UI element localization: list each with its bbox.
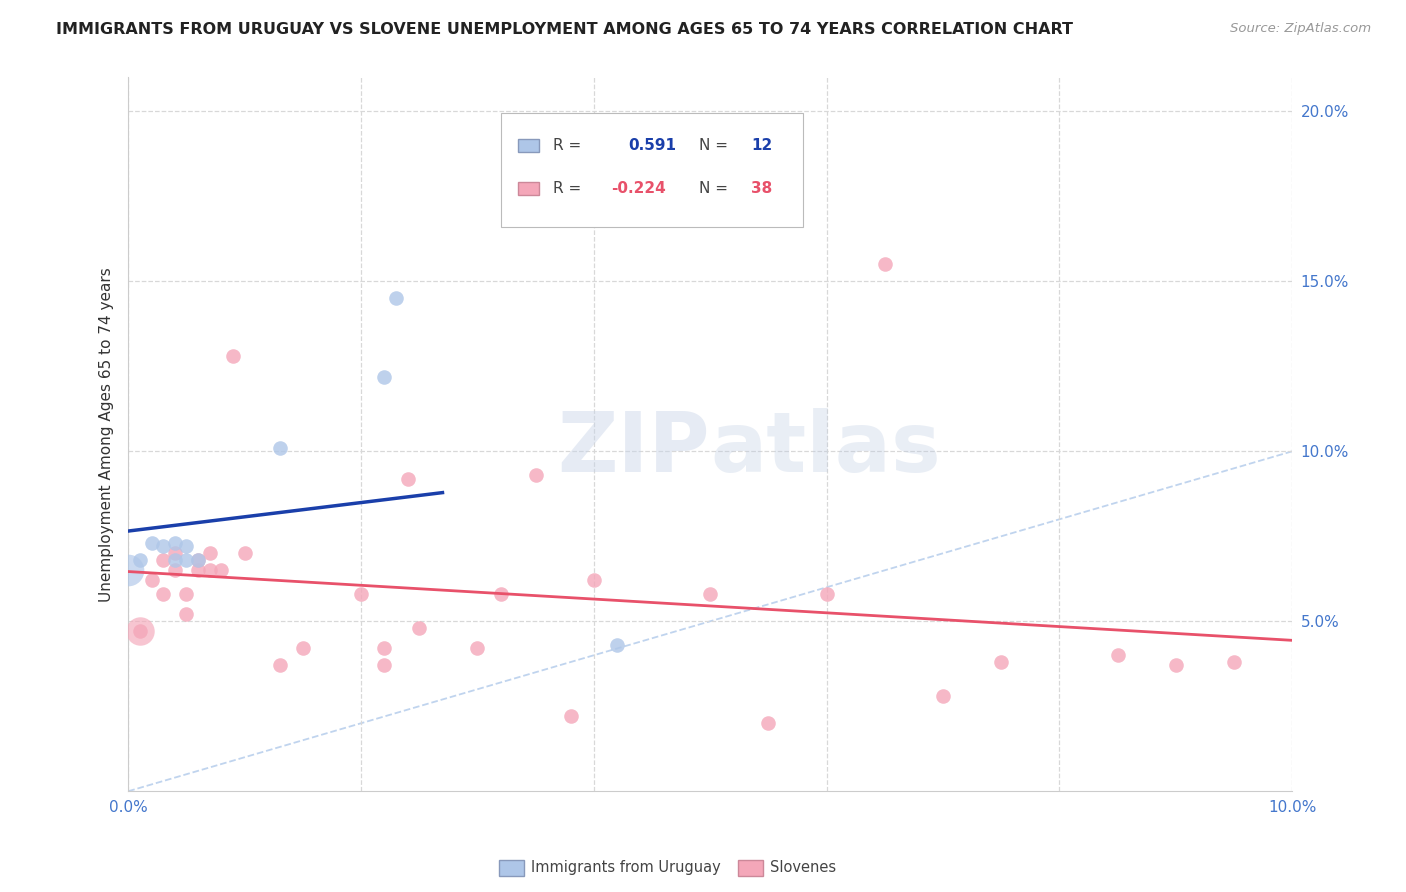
Point [128,553,150,567]
Point [373,658,395,673]
Point [198,546,221,560]
Point [163,536,186,550]
Text: R =: R = [553,180,586,195]
Text: N =: N = [699,137,733,153]
Point [176,587,198,601]
Point [163,546,186,560]
Text: atlas: atlas [710,409,941,489]
Point [756,716,779,731]
Point [560,709,582,723]
Point [163,563,186,577]
Point [408,621,430,635]
Point [932,689,955,703]
Point [141,536,163,550]
FancyBboxPatch shape [501,113,803,227]
Point [396,471,419,485]
Text: N =: N = [699,180,733,195]
Text: ZIP: ZIP [558,409,710,489]
Point [128,624,150,639]
Point [117,563,139,577]
Point [873,257,896,271]
Text: Source: ZipAtlas.com: Source: ZipAtlas.com [1230,22,1371,36]
FancyBboxPatch shape [519,139,538,152]
Point [187,553,209,567]
FancyBboxPatch shape [519,182,538,194]
Point [1107,648,1129,663]
Point [187,563,209,577]
Text: 38: 38 [751,180,772,195]
Point [524,468,547,483]
Point [176,553,198,567]
Point [152,540,174,554]
Point [699,587,721,601]
Point [152,587,174,601]
Point [990,655,1012,669]
Point [489,587,512,601]
Point [606,638,628,652]
Point [1164,658,1187,673]
Text: Immigrants from Uruguay: Immigrants from Uruguay [531,861,721,875]
Text: -0.224: -0.224 [612,180,666,195]
Text: 0.591: 0.591 [628,137,676,153]
Point [176,607,198,622]
Point [291,641,314,656]
Point [815,587,838,601]
Point [222,349,245,363]
Point [128,624,150,639]
Point [176,540,198,554]
Point [233,546,256,560]
Text: 12: 12 [751,137,772,153]
Point [385,291,408,305]
Text: Slovenes: Slovenes [770,861,837,875]
Point [209,563,232,577]
Point [373,369,395,384]
Point [152,553,174,567]
Y-axis label: Unemployment Among Ages 65 to 74 years: Unemployment Among Ages 65 to 74 years [100,267,114,602]
Point [350,587,373,601]
Point [1223,655,1246,669]
Point [269,658,291,673]
Point [187,553,209,567]
Point [582,574,605,588]
Point [269,441,291,455]
Point [198,563,221,577]
Point [163,553,186,567]
Point [467,641,489,656]
Text: R =: R = [553,137,591,153]
Text: IMMIGRANTS FROM URUGUAY VS SLOVENE UNEMPLOYMENT AMONG AGES 65 TO 74 YEARS CORREL: IMMIGRANTS FROM URUGUAY VS SLOVENE UNEMP… [56,22,1073,37]
Point [141,574,163,588]
Point [373,641,395,656]
